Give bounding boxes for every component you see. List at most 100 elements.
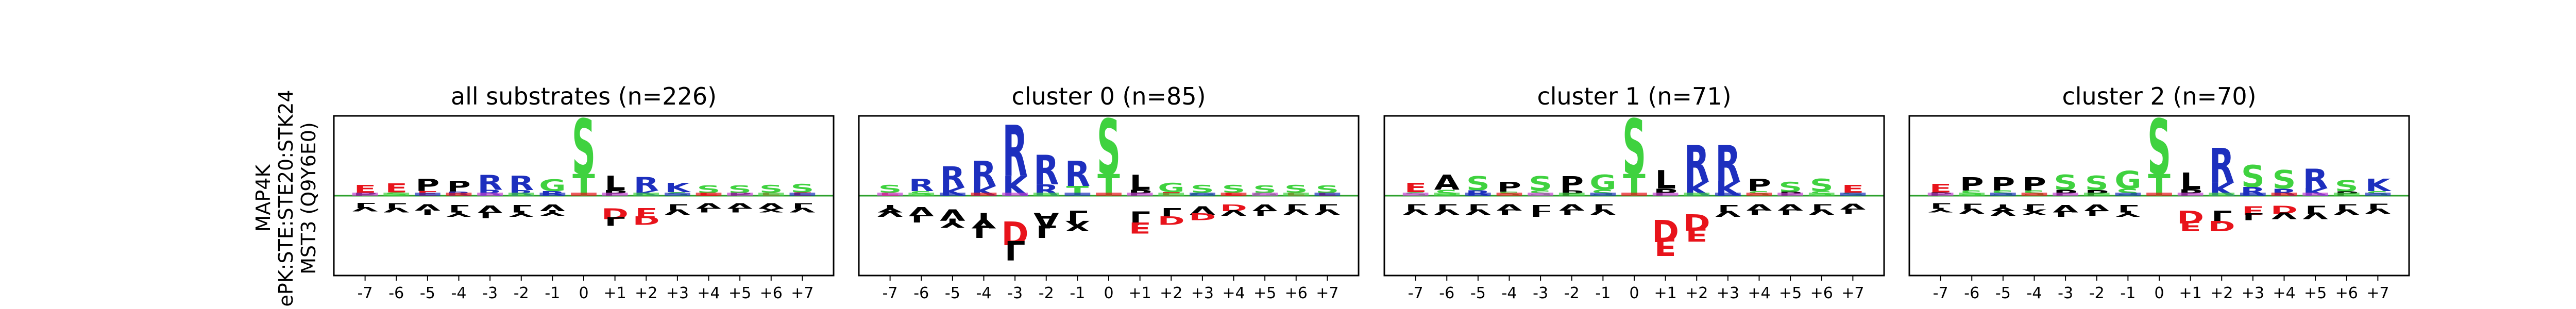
x-tick-label: -5 [1470, 284, 1486, 302]
residue-bottom--7: L [1405, 202, 1426, 212]
residue-bottom--6: L [911, 212, 932, 225]
residue-fringe [940, 193, 965, 196]
x-tick-label: +4 [1222, 284, 1245, 302]
x-tick-label: +2 [2210, 284, 2233, 302]
residue-bottom-+6: V [2334, 208, 2360, 216]
residue-top-+7: K [2365, 176, 2392, 195]
residue-bottom-+2: D [2208, 217, 2235, 234]
residue-top--3: S [2054, 171, 2077, 195]
residue-fringe [971, 193, 997, 196]
residue-bottom-+3: V [1715, 209, 1740, 218]
residue-bottom--4: L [973, 221, 994, 242]
residue-bottom-+2: E [1685, 223, 1708, 245]
residue-top--6: R [909, 176, 934, 195]
residue-fringe [665, 193, 690, 196]
residue-fringe [1190, 193, 1215, 196]
x-tick-label: +1 [604, 284, 626, 302]
residue-bottom--6: V [1959, 207, 1985, 215]
residue-bottom--4: Y [971, 208, 996, 233]
residue-bottom-+2: E [635, 204, 657, 221]
residue-top-+1: P [1653, 187, 1677, 198]
residue-fringe [1990, 193, 2016, 196]
residue-bottom--3: D [1002, 214, 1029, 252]
residue-bottom-+5: L [2305, 203, 2326, 216]
residue-bottom-+2: L [2211, 206, 2232, 226]
residue-top--2: R [509, 172, 534, 195]
residue-fringe [1465, 193, 1491, 196]
x-tick-label: -2 [2089, 284, 2105, 302]
residue-fringe [2177, 193, 2204, 196]
residue-fringe [1808, 193, 1835, 196]
residue-fringe [1715, 193, 1741, 196]
x-tick-label: -7 [883, 284, 898, 302]
residue-bottom-+4: D [1220, 202, 1247, 213]
residue-fringe [415, 193, 440, 196]
residue-bottom-+7: V [1840, 202, 1866, 211]
residue-bottom-+4: L [1749, 208, 1770, 216]
x-tick-label: +7 [2366, 284, 2389, 302]
residue-bottom--4: L [2024, 202, 2045, 212]
residue-bottom-+3: L [667, 202, 688, 212]
residue-top--3: R [478, 171, 503, 195]
residue-top--4: P [1497, 179, 1521, 195]
residue-fringe [1033, 193, 1059, 196]
residue-bottom--3: L [2055, 209, 2076, 218]
residue-top-0: S [1097, 103, 1121, 192]
x-tick-label: -4 [1502, 284, 1517, 302]
residue-top-+1: L [1655, 165, 1676, 195]
x-tick-label: +1 [2179, 284, 2202, 302]
residue-top-+2: R [2209, 139, 2234, 194]
residue-fringe [877, 193, 903, 196]
residue-bottom--7: L [354, 201, 376, 210]
residue-top-+5: R [2303, 163, 2328, 195]
residue-top--4: K [971, 184, 998, 199]
residue-top-+2: K [1684, 178, 1711, 200]
y-label-line-kinase: MST3 (Q9Y6E0) [297, 122, 320, 274]
x-tick-label: +2 [1685, 284, 1708, 302]
residue-top-+1: L [2180, 168, 2201, 195]
residue-bottom-+7: L [1842, 207, 1863, 215]
residue-fringe [477, 193, 503, 196]
residue-top--3: S [1529, 173, 1552, 195]
residue-bottom-+3: D [1189, 211, 1216, 222]
residue-bottom-+1: D [2177, 206, 2204, 226]
residue-top-0: S [572, 103, 596, 192]
residue-top-+2: R [1684, 135, 1709, 194]
residue-bottom-+7: V [790, 207, 816, 214]
logo-panel-0: all substrates (n=226)EPLV-7ESLV-6PEVI-5… [333, 82, 835, 302]
residue-bottom--7: Y [1928, 207, 1953, 214]
residue-bottom--7: V [877, 209, 903, 218]
residue-bottom-+5: V [1252, 202, 1278, 213]
residue-fringe [383, 193, 410, 196]
residue-top--5: R [940, 161, 965, 195]
x-tick-label: -3 [1533, 284, 1548, 302]
residue-bottom--5: L [1468, 202, 1489, 212]
residue-top--1: S [2116, 187, 2140, 198]
x-tick-label: +2 [1160, 284, 1182, 302]
residue-fringe [1927, 193, 1954, 196]
x-tick-label: +5 [1253, 284, 1276, 302]
x-tick-label: +7 [791, 284, 814, 302]
residue-bottom--2: L [511, 202, 532, 214]
residue-fringe [1621, 193, 1647, 196]
residue-top-+2: K [2209, 179, 2236, 200]
x-tick-label: +1 [1129, 284, 1151, 302]
residue-fringe [1402, 193, 1429, 196]
residue-bottom-+6: V [1809, 208, 1835, 216]
residue-fringe [1959, 193, 1985, 196]
residue-fringe [2365, 193, 2391, 196]
residue-bottom--3: V [2053, 202, 2078, 214]
residue-bottom-+5: V [727, 201, 753, 210]
residue-top--6: A [1434, 171, 1460, 195]
residue-bottom--3: L [480, 210, 501, 219]
x-tick-label: 0 [1104, 284, 1113, 302]
residue-top-0: T [1097, 169, 1120, 203]
residue-bottom-+3: V [1190, 203, 1215, 217]
residue-fringe [1158, 193, 1184, 196]
x-tick-label: -6 [1964, 284, 1979, 302]
residue-top--6: P [1960, 174, 1984, 195]
logo-panel-1: cluster 0 (n=85)SEYV-7RSVL-6RKVY-5RKYL-4… [858, 82, 1360, 302]
residue-top-+1: L [1129, 171, 1150, 195]
x-tick-label: +2 [635, 284, 657, 302]
